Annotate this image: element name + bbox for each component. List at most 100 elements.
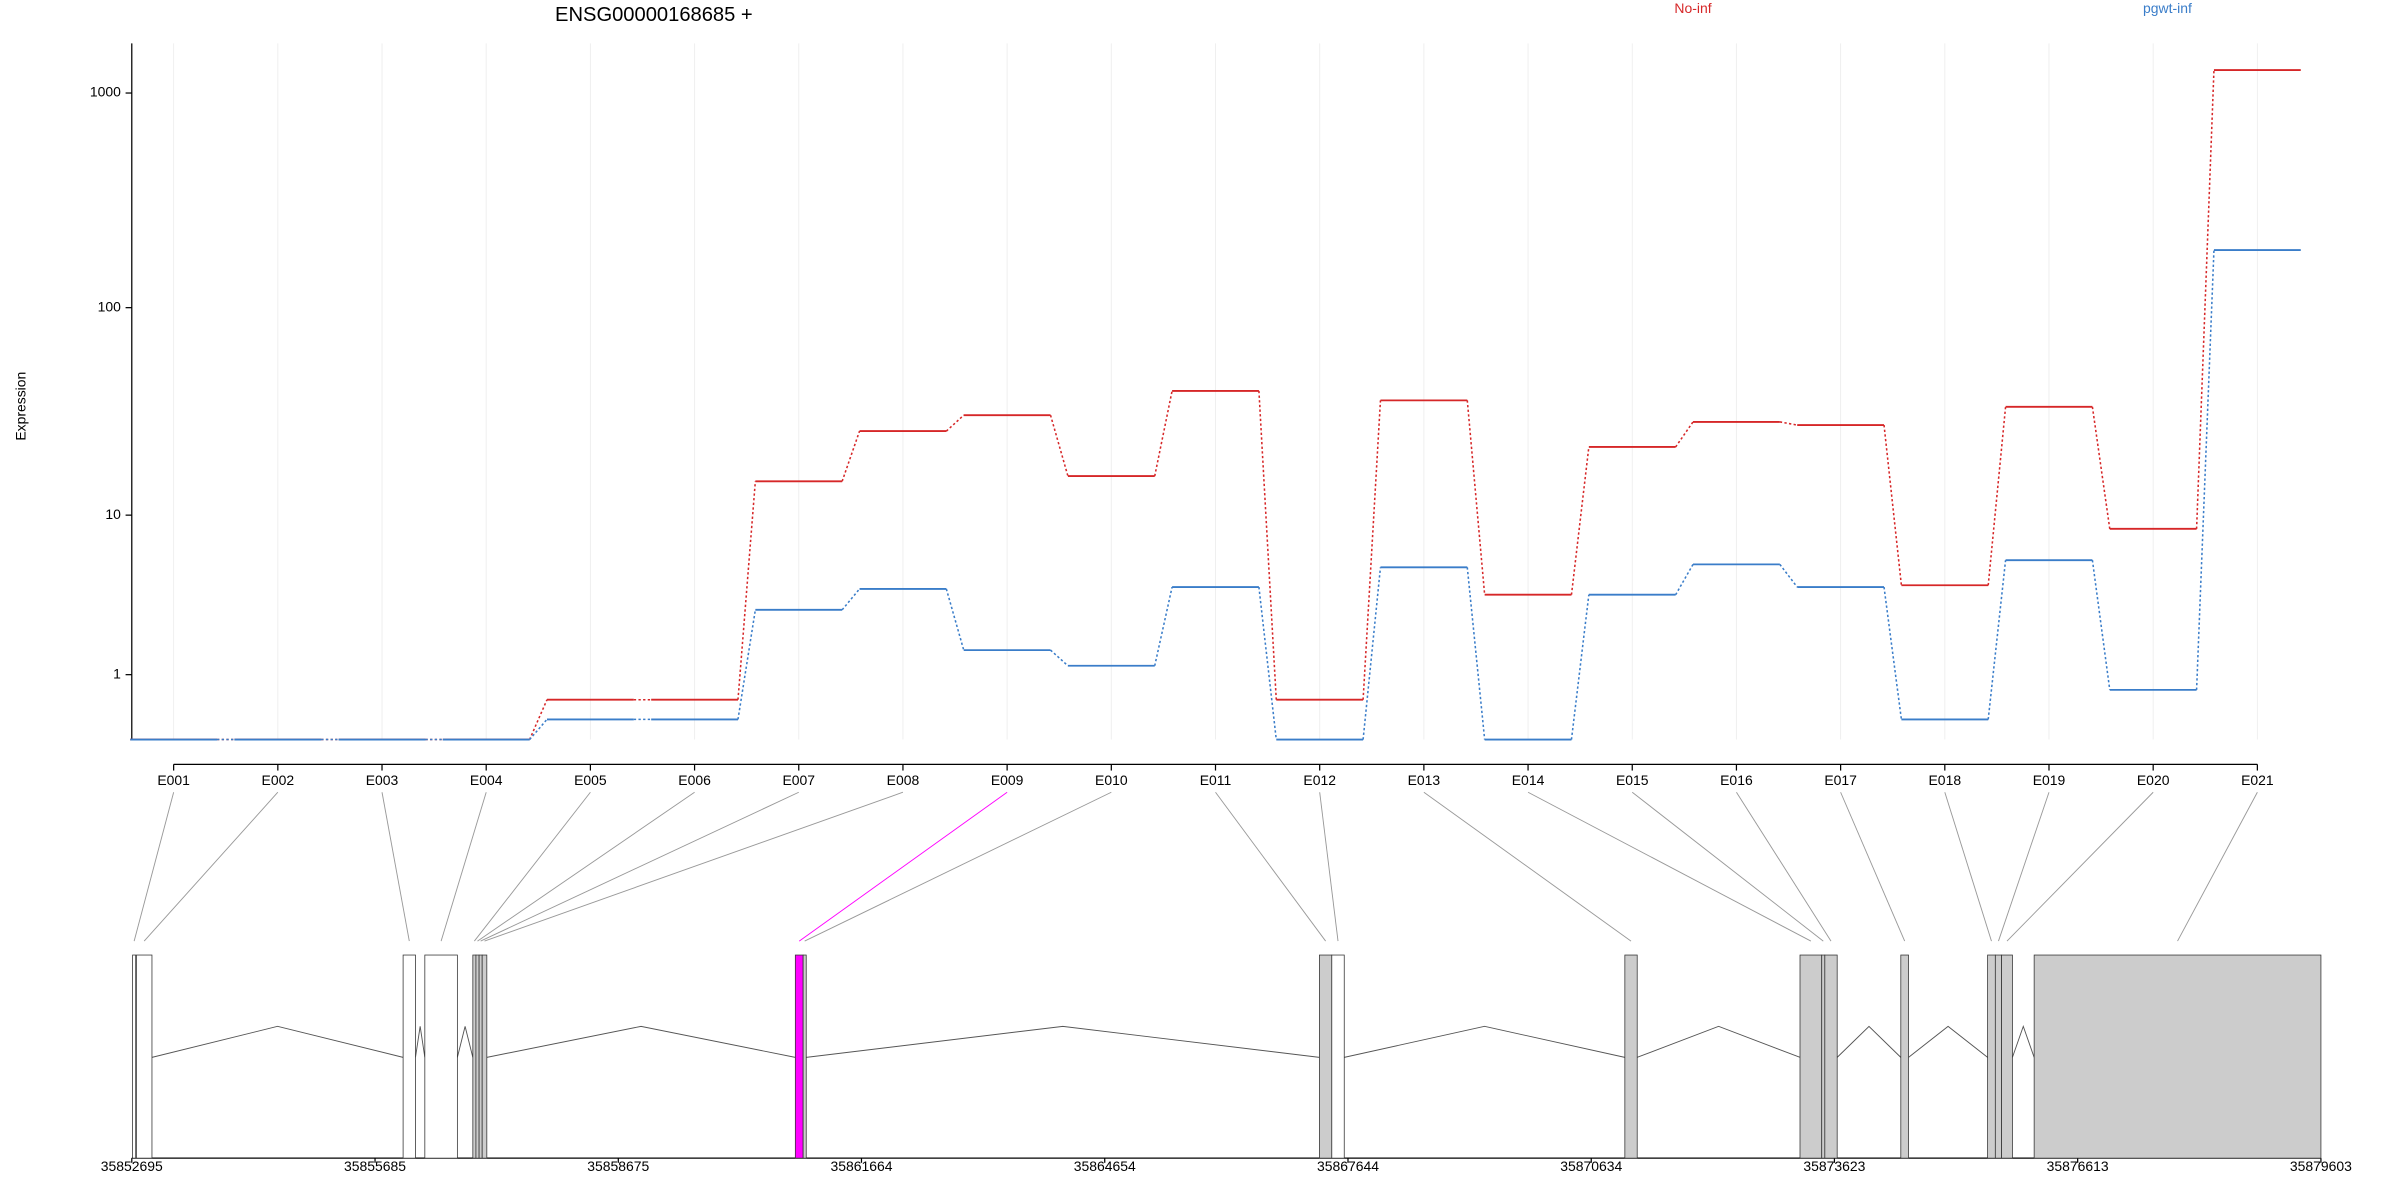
exon-box [2001,954,2013,1159]
step-connector [2091,406,2111,529]
y-tick-label: 1000 [90,84,121,100]
legend-label: pgwt-inf [2143,0,2192,16]
x-tick-label: 35855685 [344,1158,406,1174]
exon-box [1987,954,1996,1159]
step-connector [1050,649,1069,667]
exon-box [1624,954,1638,1159]
exon-box [1799,954,1823,1159]
step-connector [1153,586,1173,666]
step-connector [737,481,757,700]
x-tick-label: 35879603 [2290,1158,2352,1174]
x-tick-label: E010 [1095,772,1128,788]
step-connector [1779,421,1798,426]
exon-box [794,954,804,1159]
step-connector [1674,563,1694,596]
x-tick-label: E001 [157,772,190,788]
x-tick-label: E021 [2241,772,2274,788]
exon-link [1215,791,1326,942]
step-connector [529,718,548,741]
step-connector [1258,586,1278,740]
exon-box [402,954,416,1159]
step-connector [1362,400,1382,700]
exon-link [1840,792,1906,942]
x-tick-label: E002 [262,772,295,788]
intron [1908,1025,1988,1058]
step-connector [2195,249,2215,690]
x-tick-label: E011 [1200,772,1232,788]
exon-box [1319,954,1333,1159]
x-tick-label: E015 [1616,772,1649,788]
step-connector [737,609,757,720]
exon-box [136,954,153,1159]
x-tick-label: E003 [366,772,399,788]
step-connector [945,588,965,651]
exon-link [1736,791,1832,942]
exon-box [478,954,483,1159]
exon-box [424,954,458,1159]
exon-link [804,791,1112,942]
x-tick-label: 35852695 [101,1158,163,1174]
exon-link [440,792,487,942]
step-connector [1570,594,1590,740]
step-connector [1987,406,2007,586]
step-connector [1258,390,1278,700]
x-tick-label: E014 [1512,772,1545,788]
intron [1836,1025,1902,1058]
x-tick-label: 35858675 [587,1158,649,1174]
x-tick-label: E018 [1929,772,1962,788]
exon-box [475,954,480,1159]
exon-box [1824,954,1838,1159]
x-tick-label: E004 [470,772,503,788]
exon-link [1944,792,1992,942]
intron [1637,1025,1801,1058]
exon-box [1331,954,1345,1159]
x-tick-label: E007 [782,772,815,788]
exon-box [472,954,477,1159]
exon-link [133,792,175,942]
chart-title: ENSG00000168685 + [555,4,753,26]
step-connector [841,430,861,482]
step-connector [1883,424,1903,586]
exon-box [1900,954,1909,1159]
step-connector [1466,400,1486,595]
exon-link [484,791,904,942]
intron [151,1025,404,1058]
exon-box [481,954,488,1159]
x-tick-label: E008 [887,772,920,788]
exon-box [132,954,137,1159]
x-tick-label: E020 [2137,772,2170,788]
x-tick-label: E017 [1824,772,1857,788]
exon-link [143,791,279,942]
y-tick-label: 1 [113,665,121,681]
step-connector [841,588,861,611]
x-tick-label: E012 [1303,772,1336,788]
intron [806,1025,1320,1058]
x-tick-label: E013 [1408,772,1441,788]
step-connector [1675,421,1694,448]
step-connector [945,414,965,432]
step-connector [1987,560,2007,720]
step-connector [2091,560,2111,690]
x-tick-label: E009 [991,772,1024,788]
exon-link [1423,791,1632,942]
x-tick-label: E006 [678,772,711,788]
intron [2011,1024,2035,1058]
exon-link [1527,791,1812,942]
x-tick-label: 35873623 [1803,1158,1865,1174]
exon-box [802,954,807,1159]
step-connector [1883,586,1903,720]
intron [415,1026,426,1058]
x-tick-label: E019 [2033,772,2066,788]
step-connector [528,699,548,740]
x-tick-label: 35861664 [830,1158,892,1174]
intron [1344,1025,1625,1058]
exon-box [1994,954,2002,1159]
exon-link [1998,792,2050,942]
exon-link [381,792,410,942]
exon-link [2006,791,2154,942]
y-tick-label: 100 [98,298,122,314]
x-tick-label: 35876613 [2047,1158,2109,1174]
legend-label: No-inf [1674,0,1711,16]
y-axis-label: Expression [12,372,28,441]
